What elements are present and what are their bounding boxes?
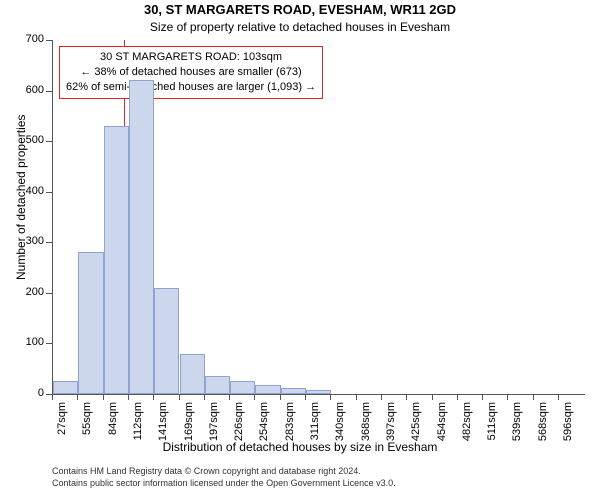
histogram-bar — [104, 126, 129, 394]
histogram-bar — [255, 385, 280, 394]
x-tick — [533, 394, 534, 400]
x-tick-label: 84sqm — [107, 402, 119, 446]
y-tick — [46, 293, 52, 294]
x-tick-label: 539sqm — [511, 402, 523, 446]
x-tick-label: 368sqm — [360, 402, 372, 446]
histogram-bar — [281, 388, 306, 394]
annotation-line-3: 62% of semi-detached houses are larger (… — [66, 80, 316, 95]
x-tick — [204, 394, 205, 400]
y-tick-label: 700 — [26, 33, 44, 45]
x-tick — [280, 394, 281, 400]
y-tick-label: 0 — [38, 387, 44, 399]
x-tick-label: 482sqm — [461, 402, 473, 446]
y-tick-label: 200 — [26, 286, 44, 298]
x-tick-label: 511sqm — [486, 402, 498, 446]
y-tick-label: 100 — [26, 336, 44, 348]
credit-line-1: Contains HM Land Registry data © Crown c… — [52, 466, 396, 478]
y-tick — [46, 192, 52, 193]
page-subtitle: Size of property relative to detached ho… — [0, 20, 600, 34]
x-tick-label: 169sqm — [183, 402, 195, 446]
x-tick — [457, 394, 458, 400]
x-tick-label: 425sqm — [410, 402, 422, 446]
x-tick — [507, 394, 508, 400]
y-tick-label: 600 — [26, 84, 44, 96]
histogram-bar — [129, 80, 154, 394]
y-tick-label: 300 — [26, 235, 44, 247]
y-tick — [46, 343, 52, 344]
credit-line-2: Contains public sector information licen… — [52, 478, 396, 490]
histogram-bar — [154, 288, 179, 394]
x-tick — [128, 394, 129, 400]
y-tick — [46, 141, 52, 142]
x-tick — [179, 394, 180, 400]
y-tick — [46, 40, 52, 41]
x-tick-label: 283sqm — [284, 402, 296, 446]
histogram-bar — [306, 390, 331, 394]
histogram-bar — [78, 252, 103, 394]
y-tick-label: 500 — [26, 134, 44, 146]
x-tick-label: 112sqm — [132, 402, 144, 446]
histogram-bar — [53, 381, 78, 394]
x-tick — [153, 394, 154, 400]
x-tick — [52, 394, 53, 400]
x-tick-label: 311sqm — [309, 402, 321, 446]
x-tick — [103, 394, 104, 400]
x-tick-label: 55sqm — [81, 402, 93, 446]
x-tick — [330, 394, 331, 400]
x-tick — [558, 394, 559, 400]
x-tick — [77, 394, 78, 400]
x-tick — [305, 394, 306, 400]
histogram-bar — [205, 376, 230, 394]
x-tick — [406, 394, 407, 400]
x-tick — [482, 394, 483, 400]
x-tick — [356, 394, 357, 400]
x-tick-label: 27sqm — [56, 402, 68, 446]
y-tick-label: 400 — [26, 185, 44, 197]
x-tick-label: 141sqm — [157, 402, 169, 446]
x-tick — [432, 394, 433, 400]
x-tick-label: 340sqm — [334, 402, 346, 446]
annotation-box: 30 ST MARGARETS ROAD: 103sqm ← 38% of de… — [59, 46, 323, 99]
x-tick-label: 197sqm — [208, 402, 220, 446]
x-tick-label: 568sqm — [537, 402, 549, 446]
histogram-bar — [180, 354, 205, 394]
y-tick — [46, 242, 52, 243]
chart-container: 30, ST MARGARETS ROAD, EVESHAM, WR11 2GD… — [0, 0, 600, 500]
annotation-line-2: ← 38% of detached houses are smaller (67… — [66, 65, 316, 80]
plot-area: 30 ST MARGARETS ROAD: 103sqm ← 38% of de… — [52, 40, 585, 395]
x-tick-label: 254sqm — [258, 402, 270, 446]
x-tick-label: 596sqm — [562, 402, 574, 446]
x-tick — [381, 394, 382, 400]
x-tick-label: 397sqm — [385, 402, 397, 446]
x-tick — [229, 394, 230, 400]
x-tick — [254, 394, 255, 400]
histogram-bar — [230, 381, 255, 394]
x-tick-label: 226sqm — [233, 402, 245, 446]
annotation-line-1: 30 ST MARGARETS ROAD: 103sqm — [66, 50, 316, 65]
credit-text: Contains HM Land Registry data © Crown c… — [52, 466, 396, 489]
x-tick-label: 454sqm — [436, 402, 448, 446]
y-tick — [46, 91, 52, 92]
page-title: 30, ST MARGARETS ROAD, EVESHAM, WR11 2GD — [0, 2, 600, 17]
